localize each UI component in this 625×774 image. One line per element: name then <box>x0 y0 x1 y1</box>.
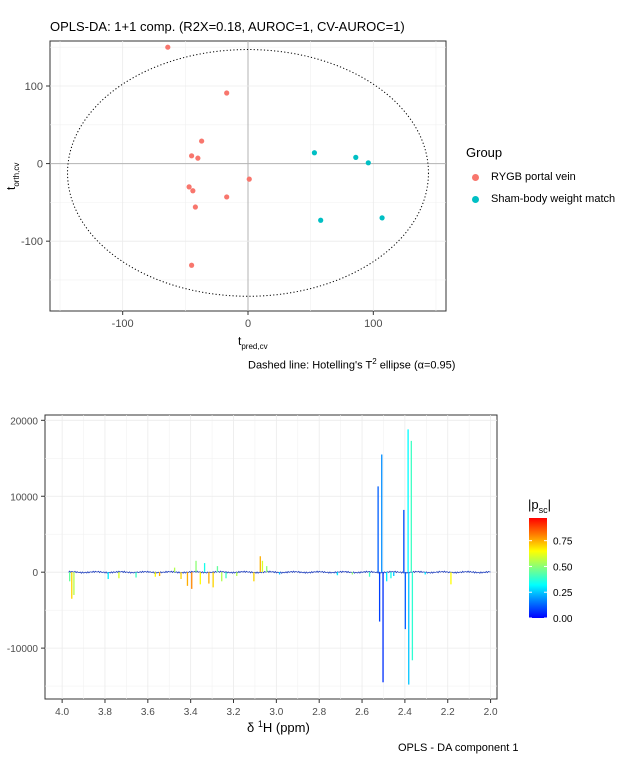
spectrum-x-tick-label: 2.4 <box>398 707 412 718</box>
scores-x-tick-label: 100 <box>364 318 382 330</box>
scores-y-tick-label: -100 <box>21 236 43 248</box>
scores-x-axis-label: tpred,cv <box>238 334 268 351</box>
colorbar-ticks: 0.75 0.50 0.25 0.00 <box>529 537 573 625</box>
rygb-point <box>199 138 205 144</box>
spectrum-x-tick-label: 2.0 <box>484 707 498 718</box>
scores-legend: Group RYGB portal vein Sham-body weight … <box>466 145 621 210</box>
legend-item-rygb: RYGB portal vein <box>466 166 621 188</box>
scores-y-axis-label: torth,cv <box>4 163 21 190</box>
spectrum-y-tick-label: 0 <box>32 568 38 579</box>
scores-points <box>165 44 385 268</box>
hotelling-ellipse <box>67 49 429 297</box>
scores-caption: Dashed line: Hotelling's T2 ellipse (α=0… <box>248 357 456 372</box>
scores-grid <box>50 41 446 311</box>
rygb-point <box>189 262 195 268</box>
scores-y-tick-label: 100 <box>25 81 43 93</box>
spectrum-x-tick-label: 4.0 <box>55 707 69 718</box>
legend-label-rygb: RYGB portal vein <box>491 171 576 183</box>
spectrum-x-tick-label: 3.8 <box>98 707 112 718</box>
spectrum-y-tick-label: -10000 <box>7 644 39 655</box>
colorbar <box>529 518 547 618</box>
spectrum-x-tick-label: 2.2 <box>441 707 455 718</box>
legend-dot-sham <box>472 195 479 203</box>
sham-point <box>353 154 359 160</box>
scores-chart-title: OPLS-DA: 1+1 comp. (R2X=0.18, AUROC=1, C… <box>50 19 405 34</box>
rygb-point <box>224 90 230 96</box>
spectrum-x-tick-label: 3.6 <box>141 707 155 718</box>
scores-x-tick-label: -100 <box>112 318 134 330</box>
rygb-point <box>192 204 198 210</box>
spectrum-x-tick-label: 2.6 <box>355 707 369 718</box>
sham-point <box>318 217 324 223</box>
sham-point <box>311 150 318 156</box>
colorbar-tick-label: 0.00 <box>553 614 573 625</box>
rygb-point <box>195 155 201 161</box>
spectrum-x-tick-label: 3.0 <box>269 707 283 718</box>
spectrum-peaks <box>68 429 491 685</box>
spectrum-x-axis-label: δ 1H (ppm) <box>247 719 310 735</box>
rygb-point <box>224 194 230 200</box>
legend-dot-rygb <box>472 173 479 181</box>
legend-item-sham: Sham-body weight match <box>466 188 621 210</box>
colorbar-tick-label: 0.25 <box>553 588 573 599</box>
spectrum-grid <box>45 415 497 699</box>
spectrum-y-tick-label: 20000 <box>10 416 38 427</box>
colorbar-title: |psc| <box>528 497 551 515</box>
legend-title: Group <box>466 145 503 160</box>
spectrum-x-tick-label: 2.8 <box>312 707 326 718</box>
rygb-point <box>189 153 195 159</box>
scores-ticks: -100 0 100 100 0 -100 <box>21 81 383 330</box>
rygb-point <box>165 44 171 50</box>
spectrum-x-tick-label: 3.2 <box>227 707 241 718</box>
legend-label-sham: Sham-body weight match <box>491 193 616 205</box>
rygb-point <box>246 176 252 182</box>
rygb-point <box>190 188 196 194</box>
spectrum-x-tick-label: 3.4 <box>184 707 198 718</box>
rygb-point <box>186 184 192 190</box>
scores-y-tick-label: 0 <box>37 159 43 171</box>
scores-x-tick-label: 0 <box>245 318 251 330</box>
spectrum-panel <box>44 414 498 700</box>
sham-point <box>379 215 385 221</box>
sham-point <box>365 160 371 166</box>
spectrum-ticks: 4.0 3.8 3.6 3.4 3.2 3.0 2.8 2.6 2.4 2.2 2.0 20000 10… <box>7 416 498 718</box>
spectrum-plot: 4.0 3.8 3.6 3.4 3.2 3.0 2.8 2.6 2.4 2.2 2.0 20000 10… <box>7 414 573 735</box>
spectrum-caption: OPLS - DA component 1 <box>398 742 519 754</box>
scores-plot: -100 0 100 100 0 -100 tpred,cv torth,cv <box>4 40 447 351</box>
colorbar-tick-label: 0.50 <box>553 562 573 573</box>
spectrum-y-tick-label: 10000 <box>10 492 38 503</box>
colorbar-tick-label: 0.75 <box>553 537 573 548</box>
